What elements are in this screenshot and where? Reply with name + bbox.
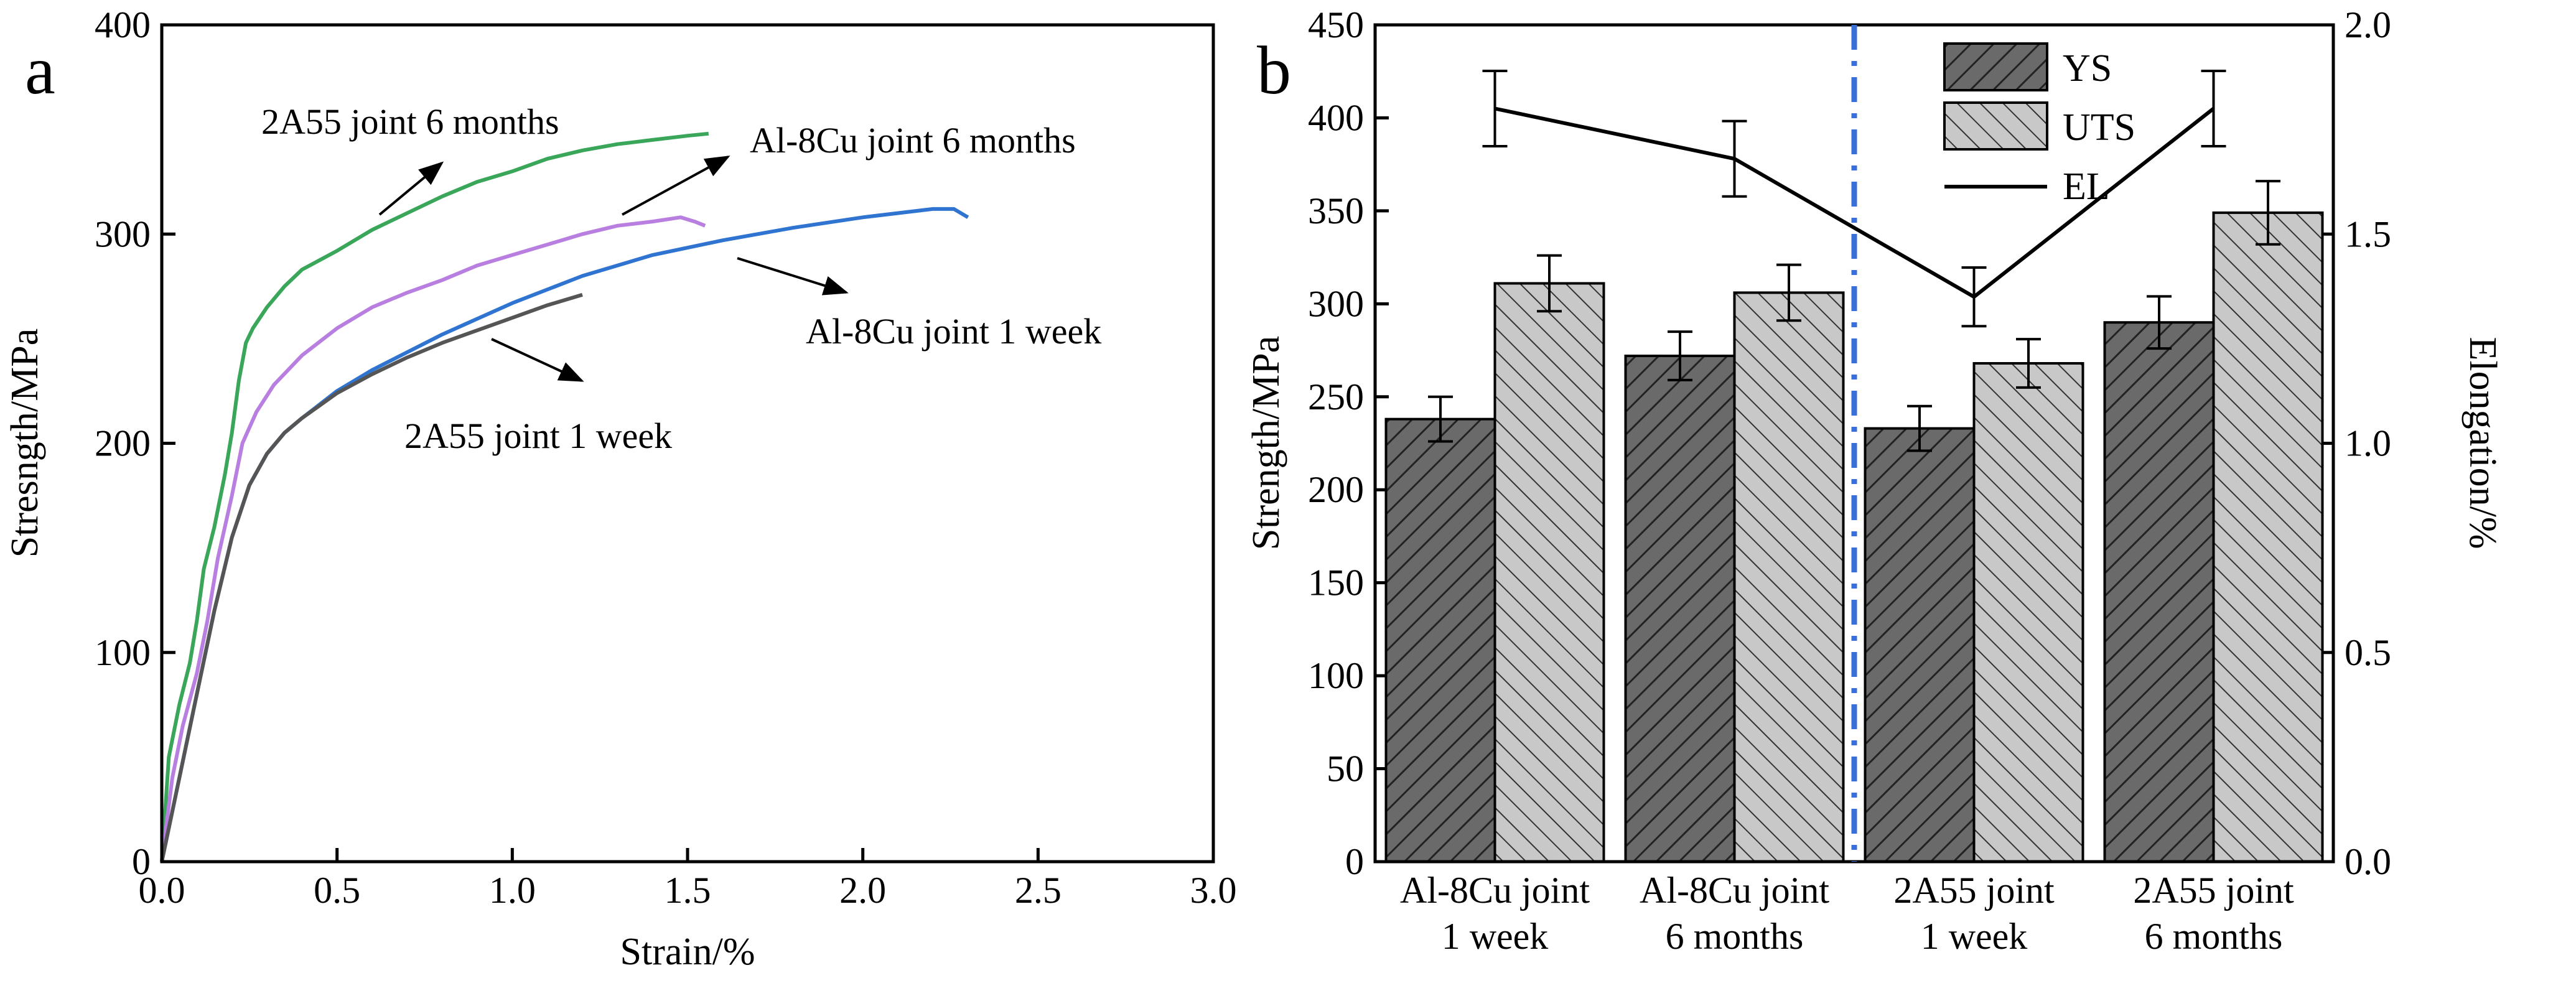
left-y-tick-label-9: 450 (1308, 4, 1364, 45)
arrow-al8cu-1week (737, 257, 849, 296)
left-y-tick-label-6: 300 (1308, 283, 1364, 324)
x-tick-label-6: 3.0 (1190, 870, 1237, 911)
panel-b-y2label: Elongation/% (2462, 337, 2504, 549)
bar-ys-0 (1384, 417, 1496, 863)
panel-a-ylabel: Stresngth/MPa (4, 328, 46, 558)
right-y-tick-label-3: 1.5 (2345, 213, 2391, 254)
bar-ys-2 (1864, 427, 1976, 863)
left-y-tick-label-1: 50 (1327, 748, 1364, 790)
arrow-2a55-6months (378, 161, 444, 216)
x-tick-label-2: 1.0 (489, 870, 536, 911)
legend-label-uts: UTS (2063, 106, 2135, 149)
right-y-tick-label-4: 2.0 (2345, 4, 2391, 45)
x-tick-label-1: 0.5 (314, 870, 360, 911)
category-label-2-line1: 2A55 joint (1893, 870, 2055, 911)
y-tick-label-2: 200 (95, 423, 151, 464)
panel-a-label: a (25, 32, 55, 108)
left-y-tick-label-3: 150 (1308, 562, 1364, 603)
bar-ys-1 (1624, 355, 1736, 863)
panel-a-axes: 0.0 0.5 1.0 1.5 2.0 2.5 3.0 0 100 200 300 400 (95, 4, 1237, 911)
x-tick-label-3: 1.5 (665, 870, 711, 911)
panel-b-ylabel: Strength/MPa (1245, 336, 1287, 550)
right-y-tick-label-2: 1.0 (2345, 423, 2391, 464)
x-tick-label-5: 2.5 (1015, 870, 1062, 911)
x-tick-label-4: 2.0 (839, 870, 886, 911)
legend: YS UTS EL (1943, 42, 2135, 208)
annotation-2a55-6months: 2A55 joint 6 months (261, 101, 559, 142)
legend-swatch-uts (1943, 101, 2048, 151)
panel-b: b 0 50 100 150 200 250 300 350 400 450 0.0 0.5 1.0 1.… (1245, 4, 2504, 957)
category-label-0-line2: 1 week (1442, 916, 1549, 957)
left-y-tick-label-0: 0 (1345, 841, 1364, 882)
bar-uts-0 (1493, 282, 1605, 863)
left-y-tick-label-7: 350 (1308, 190, 1364, 231)
panel-b-elongation-series (1482, 69, 2226, 328)
legend-swatch-ys (1943, 42, 2048, 91)
legend-label-ys: YS (2063, 47, 2112, 90)
bar-uts-3 (2212, 211, 2324, 863)
category-label-1-line2: 6 months (1666, 916, 1804, 957)
category-label-3-line1: 2A55 joint (2133, 870, 2294, 911)
left-y-tick-label-8: 400 (1308, 97, 1364, 138)
arrow-2a55-1week (491, 338, 584, 382)
annotation-al8cu-6months: Al-8Cu joint 6 months (750, 120, 1076, 161)
panel-b-label: b (1257, 32, 1291, 108)
category-label-1-line1: Al-8Cu joint (1640, 870, 1829, 911)
left-y-tick-label-4: 200 (1308, 469, 1364, 510)
y-tick-label-1: 100 (95, 632, 151, 673)
annotation-2a55-1week: 2A55 joint 1 week (404, 416, 672, 456)
panel-a-series (160, 131, 969, 862)
panel-a-xlabel: Strain/% (620, 931, 755, 973)
category-label-0-line1: Al-8Cu joint (1400, 870, 1590, 911)
x-tick-label-0: 0.0 (139, 870, 185, 911)
left-y-tick-label-2: 100 (1308, 655, 1364, 696)
panel-a-plot-frame (160, 23, 1215, 864)
right-y-tick-label-0: 0.0 (2345, 841, 2391, 882)
series-line-2a55-joint-6-months (160, 131, 709, 862)
panel-a: a 0.0 0.5 1.0 1.5 2.0 2.5 3.0 0 100 200 300 400 Str… (4, 4, 1237, 973)
series-line-al-8cu-joint-6-months (160, 215, 706, 862)
panel-b-axes: 0 50 100 150 200 250 300 350 400 450 0.0 0.5 1.0 1.5 2… (1308, 4, 2391, 957)
bar-uts-2 (1972, 361, 2084, 863)
bar-ys-3 (2103, 321, 2215, 863)
series-line-al-8cu-joint-1-week (160, 207, 969, 862)
category-label-3-line2: 6 months (2145, 916, 2283, 957)
legend-label-el: EL (2063, 165, 2110, 208)
series-line-2a55-joint-1-week (160, 292, 583, 862)
left-y-tick-label-5: 250 (1308, 376, 1364, 417)
y-tick-label-4: 400 (95, 4, 151, 45)
annotation-al8cu-1week: Al-8Cu joint 1 week (806, 311, 1101, 352)
bar-uts-1 (1733, 291, 1845, 863)
right-y-tick-label-1: 0.5 (2345, 632, 2391, 673)
category-label-2-line2: 1 week (1921, 916, 2028, 957)
y-tick-label-0: 0 (132, 841, 151, 882)
panel-b-bars (1384, 180, 2324, 863)
y-tick-label-3: 300 (95, 213, 151, 254)
arrow-al8cu-6months (622, 156, 730, 216)
elongation-line (1494, 106, 2215, 299)
